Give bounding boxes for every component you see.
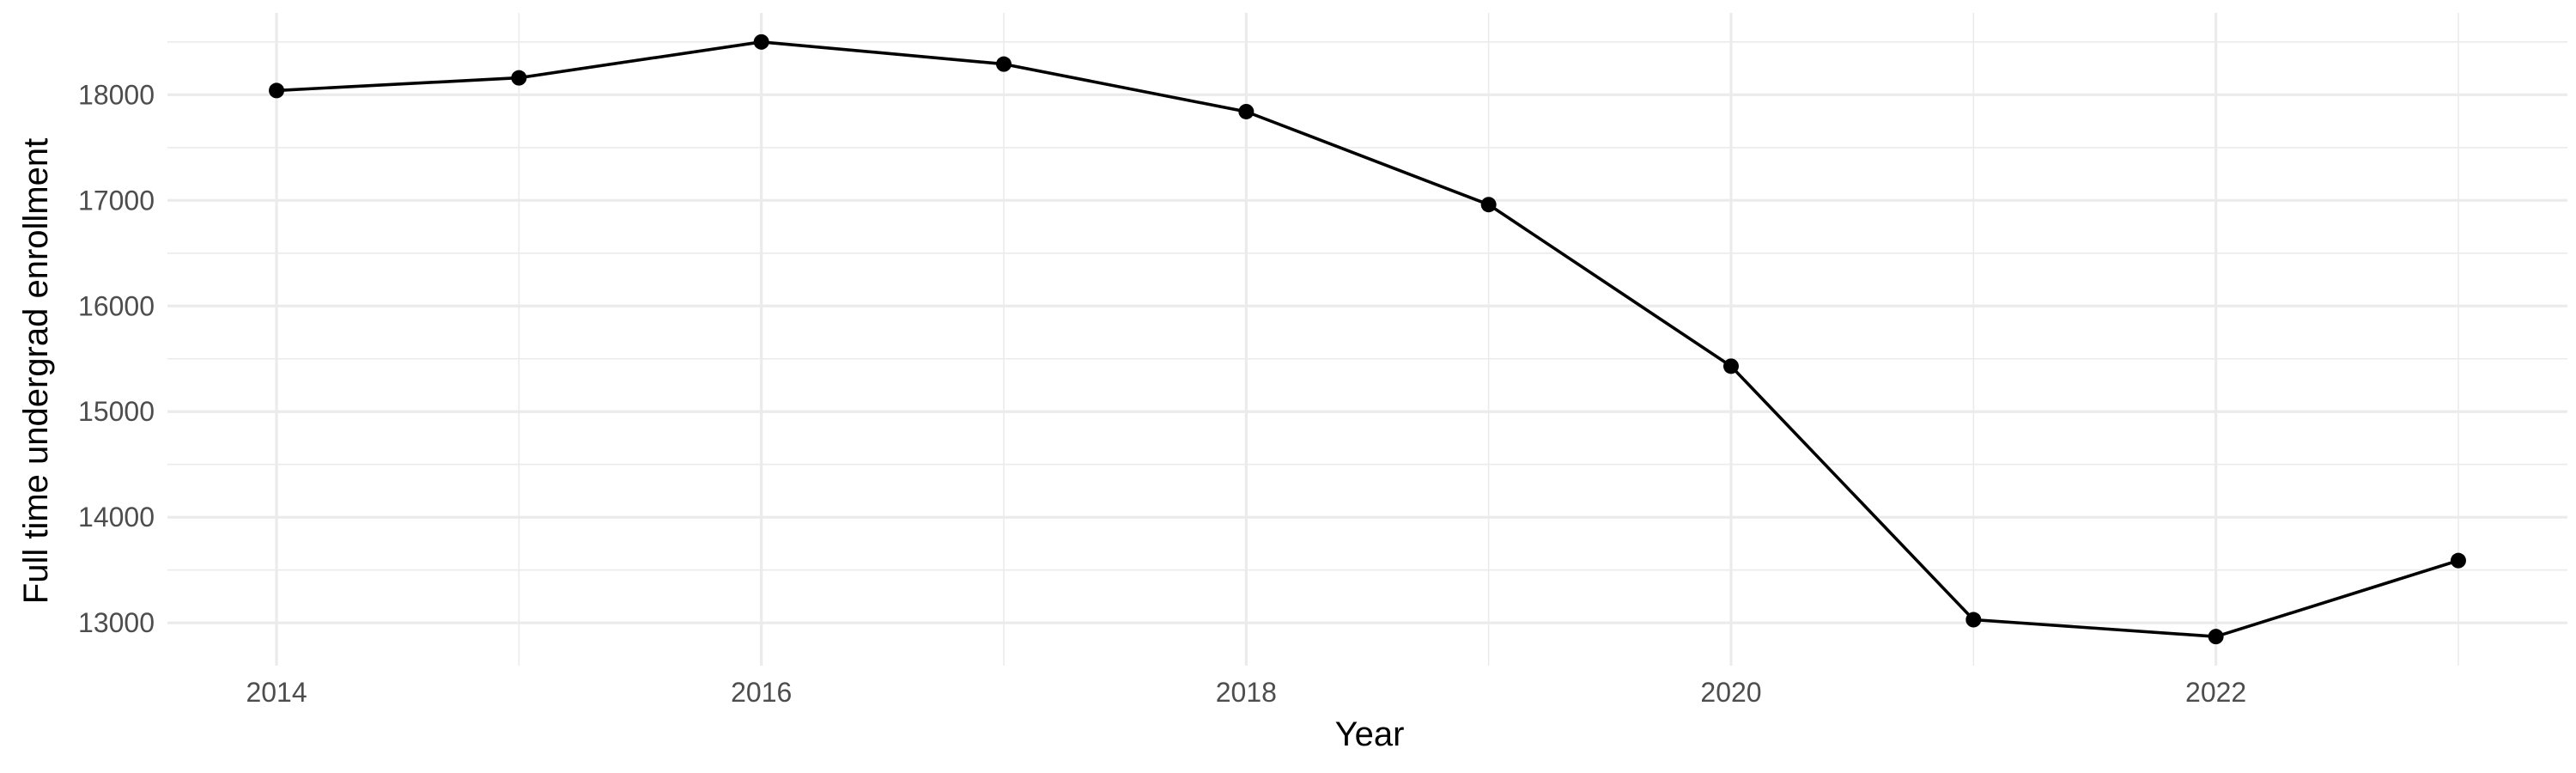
data-point xyxy=(1722,358,1739,374)
data-point xyxy=(1965,612,1982,628)
y-tick-label: 14000 xyxy=(78,502,155,533)
x-tick-label: 2020 xyxy=(1700,677,1761,708)
data-point xyxy=(996,56,1012,72)
data-point xyxy=(269,82,285,99)
x-axis-ticks: 2014 2016 2018 2020 2022 xyxy=(246,677,2246,708)
data-point xyxy=(2450,552,2466,569)
y-axis-title: Full time undergrad enrollment xyxy=(17,138,55,604)
y-axis-ticks: 13000 14000 15000 16000 17000 18000 xyxy=(78,79,155,638)
x-tick-label: 2014 xyxy=(246,677,307,708)
data-point xyxy=(1480,197,1497,213)
x-tick-label: 2016 xyxy=(731,677,792,708)
x-tick-label: 2022 xyxy=(2185,677,2246,708)
major-gridlines xyxy=(167,13,2567,666)
y-tick-label: 15000 xyxy=(78,396,155,427)
minor-gridlines xyxy=(167,13,2567,666)
data-point xyxy=(1238,103,1255,119)
y-tick-label: 16000 xyxy=(78,290,155,321)
x-axis-title: Year xyxy=(1335,715,1405,753)
x-tick-label: 2018 xyxy=(1216,677,1277,708)
y-tick-label: 18000 xyxy=(78,79,155,110)
y-tick-label: 17000 xyxy=(78,185,155,216)
series-layer xyxy=(269,33,2466,645)
y-tick-label: 13000 xyxy=(78,607,155,638)
data-point xyxy=(511,70,527,86)
data-point xyxy=(2208,629,2224,645)
data-point xyxy=(753,33,769,50)
series-line xyxy=(275,40,2460,639)
